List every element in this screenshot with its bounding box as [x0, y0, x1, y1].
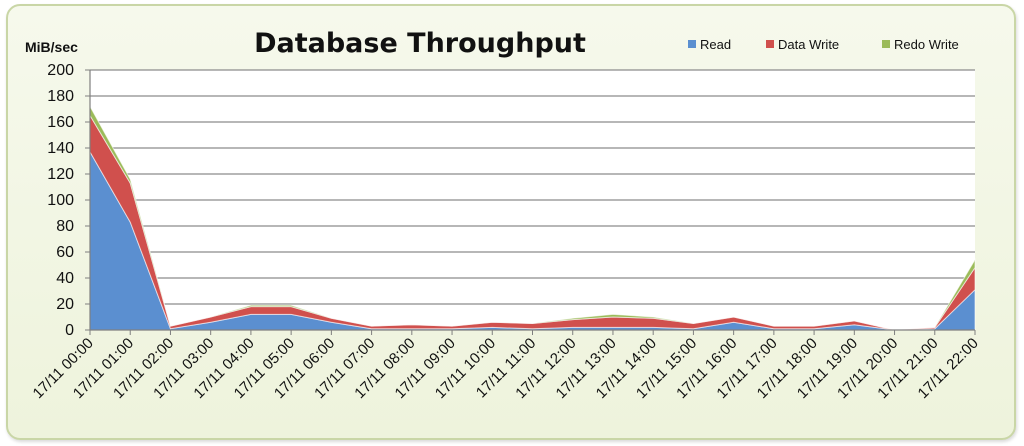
gridlines: [90, 69, 975, 330]
y-tick-label: 160: [47, 114, 74, 131]
legend-label: Redo Write: [894, 37, 959, 52]
y-tick-label: 180: [47, 88, 74, 105]
y-axis-label: MiB/sec: [25, 39, 78, 55]
y-tick-label: 20: [56, 296, 74, 313]
chart-title: Database Throughput: [254, 28, 586, 59]
y-tick-label: 100: [47, 192, 74, 209]
legend-swatch: [766, 40, 774, 48]
y-tick-label: 120: [47, 166, 74, 183]
y-tick-labels: 0 20 40 60 80 100 120 140 160 180 200: [47, 62, 74, 339]
axes: [85, 69, 976, 335]
y-tick-label: 140: [47, 140, 74, 157]
legend-item-redo-write: Redo Write: [882, 37, 959, 52]
legend-label: Read: [700, 37, 731, 52]
y-tick-label: 200: [47, 62, 74, 79]
y-tick-label: 60: [56, 244, 74, 261]
legend-swatch: [688, 40, 696, 48]
legend-label: Data Write: [778, 37, 839, 52]
legend-item-data-write: Data Write: [766, 37, 839, 52]
y-tick-label: 40: [56, 270, 74, 287]
area-redo-write: [89, 106, 976, 331]
legend-item-read: Read: [688, 37, 731, 52]
legend: Read Data Write Redo Write: [688, 37, 959, 52]
y-tick-label: 0: [65, 322, 74, 339]
legend-swatch: [882, 40, 890, 48]
y-tick-label: 80: [56, 218, 74, 235]
